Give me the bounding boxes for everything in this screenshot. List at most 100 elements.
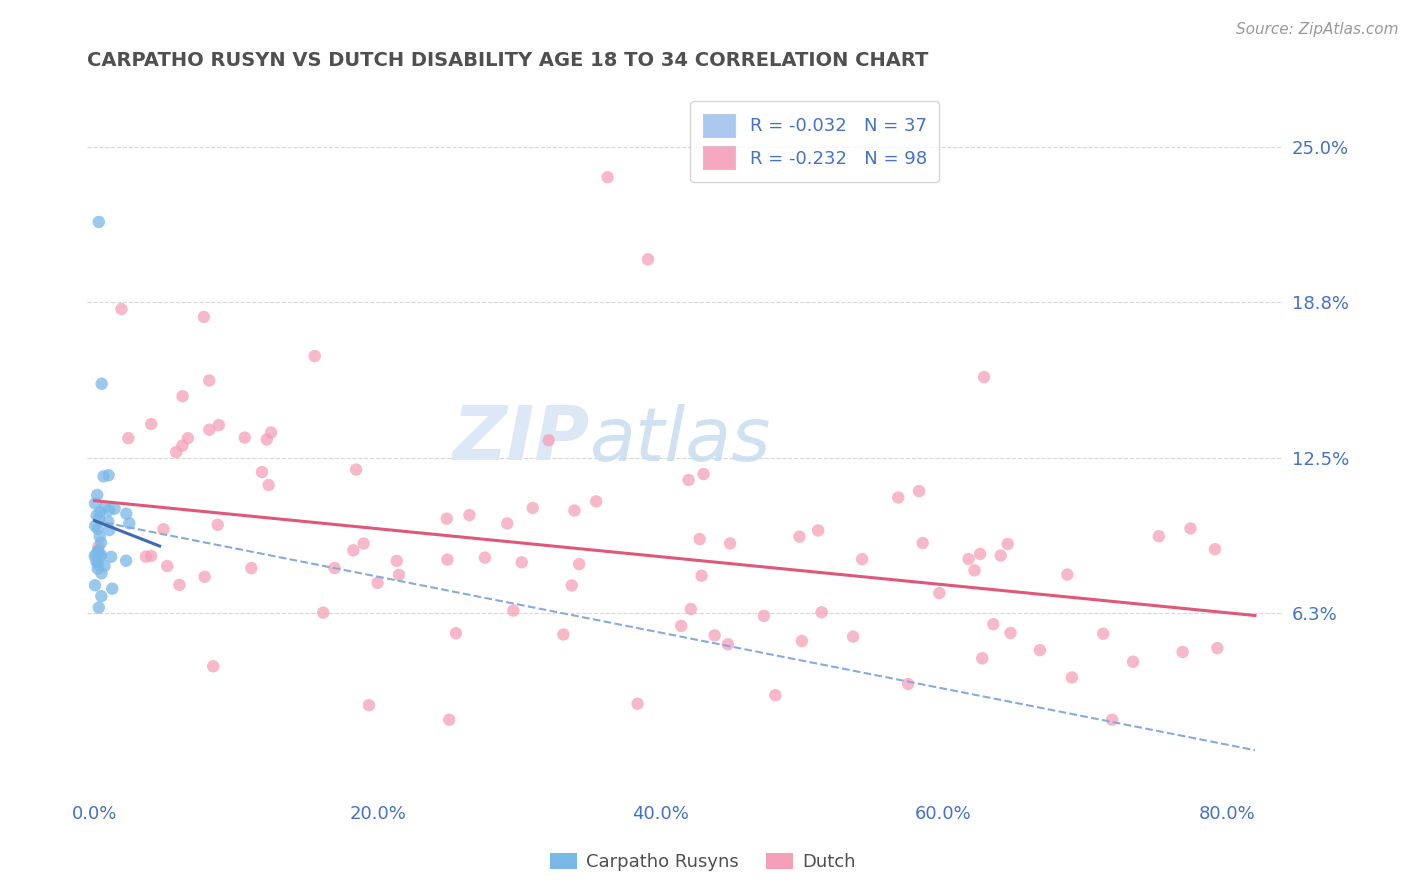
Point xyxy=(94,500,117,514)
Point xyxy=(177,431,200,445)
Point xyxy=(897,677,920,691)
Point xyxy=(679,602,702,616)
Point xyxy=(98,523,121,537)
Point xyxy=(115,507,138,521)
Point xyxy=(353,536,375,550)
Point xyxy=(596,170,619,185)
Point xyxy=(87,522,110,536)
Point xyxy=(90,566,112,581)
Point xyxy=(118,516,141,531)
Point xyxy=(84,578,107,592)
Point xyxy=(115,554,138,568)
Point xyxy=(93,469,115,483)
Point xyxy=(100,549,122,564)
Point xyxy=(1147,529,1170,543)
Point xyxy=(304,349,326,363)
Point xyxy=(90,535,112,549)
Point xyxy=(717,637,740,651)
Point xyxy=(522,500,544,515)
Point xyxy=(997,537,1019,551)
Point xyxy=(87,540,110,554)
Point xyxy=(1056,567,1078,582)
Point xyxy=(101,582,124,596)
Point xyxy=(193,310,215,324)
Point xyxy=(240,561,263,575)
Point xyxy=(89,529,111,543)
Point xyxy=(90,589,112,603)
Point xyxy=(256,433,278,447)
Point xyxy=(437,713,460,727)
Point xyxy=(752,608,775,623)
Point xyxy=(692,467,714,481)
Legend: Carpatho Rusyns, Dutch: Carpatho Rusyns, Dutch xyxy=(543,846,863,879)
Point xyxy=(928,586,950,600)
Point xyxy=(1029,643,1052,657)
Point xyxy=(86,555,108,569)
Point xyxy=(198,374,221,388)
Point xyxy=(1204,542,1226,557)
Point xyxy=(388,567,411,582)
Point xyxy=(510,555,533,569)
Point xyxy=(233,431,256,445)
Point xyxy=(87,600,110,615)
Point xyxy=(172,389,194,403)
Point xyxy=(842,630,865,644)
Point xyxy=(141,417,163,431)
Point xyxy=(93,559,115,574)
Point xyxy=(257,478,280,492)
Point xyxy=(87,544,110,558)
Text: atlas: atlas xyxy=(589,404,770,475)
Point xyxy=(474,550,496,565)
Point xyxy=(908,484,931,499)
Point xyxy=(957,552,980,566)
Point xyxy=(983,617,1005,632)
Point xyxy=(344,462,367,476)
Point xyxy=(208,418,231,433)
Point xyxy=(703,628,725,642)
Point xyxy=(135,549,157,564)
Point xyxy=(1180,521,1202,535)
Point xyxy=(1206,641,1229,656)
Point xyxy=(141,549,163,563)
Point xyxy=(207,517,229,532)
Point xyxy=(678,473,700,487)
Point xyxy=(97,468,120,483)
Point xyxy=(156,559,179,574)
Point xyxy=(202,659,225,673)
Point xyxy=(564,503,586,517)
Point xyxy=(1101,713,1123,727)
Point xyxy=(312,606,335,620)
Point xyxy=(260,425,283,440)
Point xyxy=(165,445,187,459)
Point xyxy=(323,561,346,575)
Point xyxy=(807,524,830,538)
Point xyxy=(585,494,607,508)
Point xyxy=(169,578,191,592)
Point xyxy=(172,439,194,453)
Point xyxy=(84,519,107,533)
Point xyxy=(1060,670,1083,684)
Point xyxy=(496,516,519,531)
Point xyxy=(1171,645,1194,659)
Point xyxy=(810,605,832,619)
Point xyxy=(367,575,389,590)
Point xyxy=(887,491,910,505)
Point xyxy=(103,501,125,516)
Point xyxy=(87,557,110,571)
Point xyxy=(963,563,986,577)
Point xyxy=(87,543,110,558)
Point xyxy=(84,496,107,510)
Point xyxy=(198,423,221,437)
Point xyxy=(194,570,217,584)
Point xyxy=(152,522,174,536)
Point xyxy=(626,697,648,711)
Point xyxy=(568,557,591,571)
Point xyxy=(90,548,112,562)
Point xyxy=(502,603,524,617)
Point xyxy=(97,515,120,529)
Point xyxy=(669,619,692,633)
Point xyxy=(110,302,132,317)
Point xyxy=(357,698,380,713)
Point xyxy=(436,512,458,526)
Point xyxy=(89,549,111,564)
